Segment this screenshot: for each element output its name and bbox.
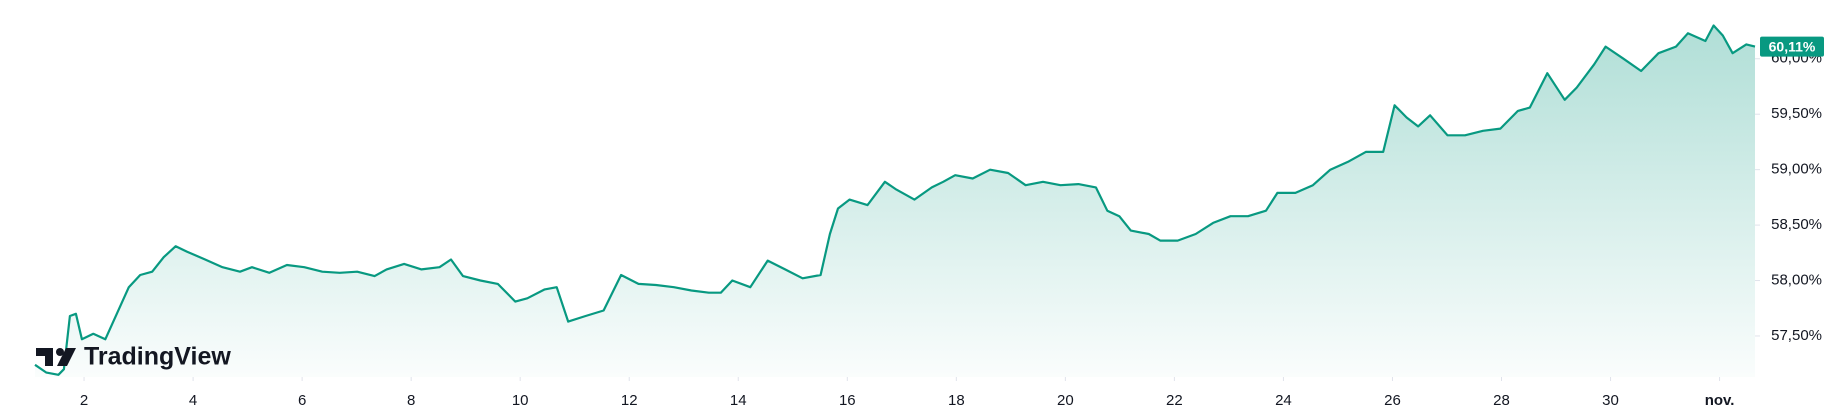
logo: TradingView <box>36 343 231 371</box>
plot-area <box>34 24 1756 377</box>
x-tick-label: 6 <box>298 392 306 409</box>
logo-icon <box>57 348 76 366</box>
y-tick-label: 58,00% <box>1771 272 1822 289</box>
y-tick-label: 58,50% <box>1771 216 1822 233</box>
area <box>35 25 1755 377</box>
logo-icon <box>56 348 64 356</box>
x-tick-label: 26 <box>1384 392 1401 409</box>
x-tick-label: 8 <box>407 392 415 409</box>
x-tick-label: nov. <box>1705 392 1735 409</box>
line <box>34 24 1756 376</box>
logo-text: TradingView <box>84 343 231 371</box>
y-tick-label: 59,00% <box>1771 161 1822 178</box>
x-tick-label: 12 <box>621 392 638 409</box>
x-tick-label: 2 <box>80 392 88 409</box>
x-tick-label: 4 <box>189 392 197 409</box>
x-tick-label: 30 <box>1602 392 1619 409</box>
x-tick-label: 24 <box>1275 392 1292 409</box>
x-tick-label: 18 <box>948 392 965 409</box>
x-tick-label: 10 <box>512 392 529 409</box>
x-tick-label: 22 <box>1166 392 1183 409</box>
price-badge <box>1760 36 1824 57</box>
x-tick-label: 14 <box>730 392 747 409</box>
y-tick-label: 57,50% <box>1771 327 1822 344</box>
x-tick-label: 16 <box>839 392 856 409</box>
x-tick-label: 28 <box>1493 392 1510 409</box>
price-label: 60,11% <box>1769 38 1816 54</box>
y-tick-label: 59,50% <box>1771 105 1822 122</box>
logo-icon <box>36 348 53 366</box>
x-tick-label: 20 <box>1057 392 1074 409</box>
